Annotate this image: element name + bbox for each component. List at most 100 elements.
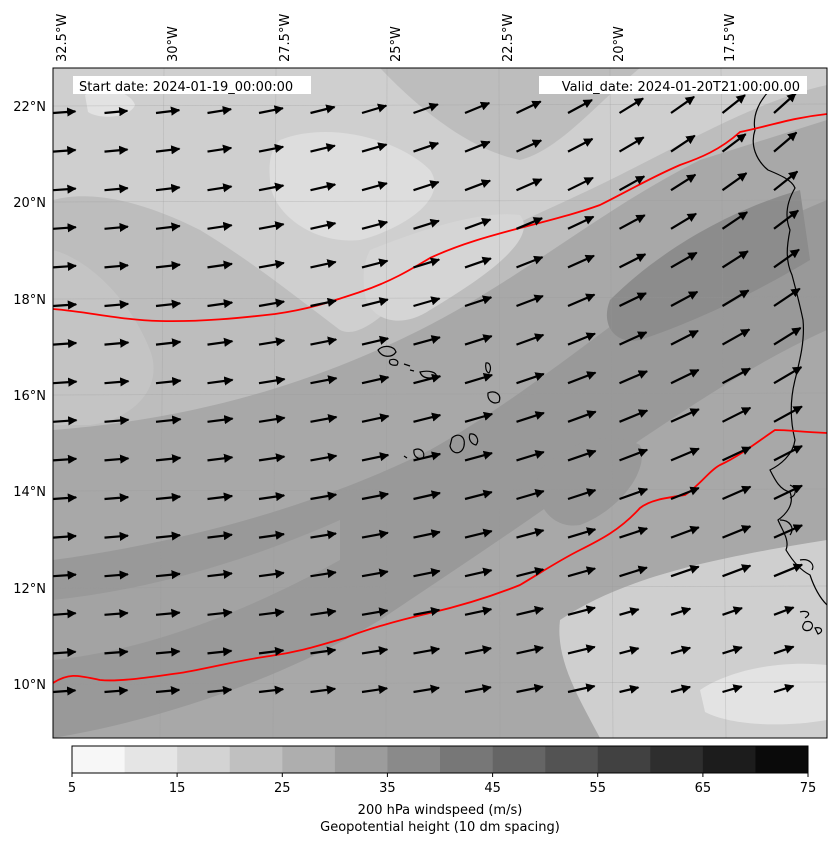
lat-tick-label: 14°N [13, 485, 46, 500]
lat-tick-label: 22°N [13, 100, 46, 115]
wind-vector-arrow [567, 371, 597, 385]
lon-tick-label: 20°W [612, 26, 627, 62]
wind-vector-arrow [773, 326, 802, 346]
wind-vector-arrow [310, 413, 338, 424]
windspeed-core [606, 190, 810, 341]
wind-vector-arrow [155, 376, 182, 387]
wind-vector-arrow [567, 683, 596, 694]
colorbar-segment [755, 746, 809, 773]
wind-vector-arrow [516, 139, 543, 153]
wind-vector-arrow [258, 453, 286, 463]
wind-vector-arrow [310, 685, 337, 695]
wind-vector-arrow [670, 447, 700, 462]
windspeed-light-north [53, 68, 827, 332]
wind-vector-arrow [361, 335, 389, 346]
geopotential-contour-south [53, 429, 827, 684]
wind-vector-arrow [721, 289, 750, 307]
wind-vector-arrow [361, 607, 389, 617]
wind-vector-arrow [721, 94, 746, 114]
wind-vector-arrow [464, 411, 494, 423]
wind-vector-arrow [567, 293, 596, 308]
wind-vector-arrow [310, 530, 337, 540]
wind-vector-arrow [464, 567, 493, 578]
wind-vector-arrow [773, 366, 803, 385]
start-date-box [73, 76, 311, 94]
wind-vector-arrow [155, 106, 181, 116]
lon-tick-label: 27.5°W [278, 14, 293, 62]
wind-vector-arrow [361, 684, 389, 695]
wind-vector-arrow [722, 564, 752, 578]
wind-vector-arrow [464, 372, 493, 385]
wind-vector-arrow [361, 374, 390, 385]
wind-vector-arrow [53, 493, 78, 503]
wind-vector-arrow [310, 259, 337, 269]
wind-vector-arrow [207, 608, 233, 618]
wind-vector-arrow [104, 454, 130, 464]
wind-vector-arrow [53, 223, 77, 233]
wind-vector-arrow [413, 141, 440, 153]
wind-vector-arrow [670, 645, 692, 655]
colorbar-segment [702, 746, 756, 773]
wind-vector-arrow [361, 490, 390, 501]
wind-vector-arrow [310, 143, 336, 153]
wind-vector-arrow [516, 178, 543, 192]
wind-vector-arrow [619, 253, 647, 269]
wind-vector-arrow [310, 491, 338, 501]
colorbar-tick-labels: 5 15 25 35 45 55 65 75 [68, 773, 816, 796]
wind-vector-arrow [155, 145, 181, 155]
wind-vector-arrow [464, 645, 493, 655]
wind-vector-arrow [773, 683, 795, 694]
wind-vector-arrow [361, 568, 389, 578]
wind-vector-arrow [155, 338, 182, 348]
wind-vector-arrow [670, 525, 700, 539]
wind-vector-arrow [516, 644, 544, 655]
lat-tick-label: 16°N [13, 389, 46, 404]
wind-vector-arrow [258, 530, 285, 540]
wind-vector-arrow [310, 607, 337, 617]
wind-vector-arrow [413, 218, 440, 230]
wind-vector-arrow [773, 209, 799, 230]
wind-vector-arrow [53, 416, 78, 426]
wind-vector-arrow [619, 331, 648, 346]
wind-vector-arrow [464, 101, 491, 115]
map-border [52, 67, 828, 739]
wind-vector-arrow [567, 605, 596, 616]
wind-vector-arrow [721, 133, 747, 153]
contour-legend-label: Geopotential height (10 dm spacing) [320, 820, 560, 835]
longitude-tick-labels: 32.5°W 30°W 27.5°W 25°W 22.5°W 20°W 17.5… [55, 14, 738, 62]
wind-vector-arrow [258, 337, 286, 347]
wind-vector-arrow [207, 376, 234, 386]
wind-vector-arrow [618, 136, 645, 153]
colorbar-border [71, 745, 809, 774]
colorbar-tick-label: 55 [589, 781, 606, 796]
wind-vector-arrow [721, 211, 748, 230]
africa-coastline [752, 89, 827, 606]
wind-vector-arrow [516, 566, 545, 578]
wind-vector-arrow [53, 338, 78, 349]
wind-vector-arrow [773, 524, 803, 539]
wind-vector-arrow [670, 212, 697, 230]
windspeed-lightest-north [269, 131, 435, 241]
wind-vector-arrow [722, 406, 752, 423]
wind-vector-arrow [53, 184, 77, 194]
colorbar-segment [492, 746, 546, 773]
wind-vector-arrow [310, 336, 338, 346]
wind-vector-arrow [464, 218, 492, 230]
wind-vector-arrow [310, 452, 338, 462]
wind-vector-arrow [258, 492, 286, 502]
wind-vector-arrow [619, 448, 649, 462]
wind-vector-arrow [361, 181, 388, 192]
wind-vector-arrow [464, 684, 492, 694]
wind-vector-arrow [258, 569, 285, 579]
wind-vector-arrow [722, 606, 743, 616]
colorbar-segment [387, 746, 441, 773]
lon-tick-label: 22.5°W [501, 14, 516, 62]
colorbar-segment [282, 746, 336, 773]
wind-vector-arrow [413, 335, 441, 346]
wind-vector-arrow [413, 684, 440, 694]
wind-vector-arrow [516, 488, 545, 501]
geopotential-contour-north [53, 113, 827, 323]
wind-vector-arrow [207, 144, 233, 154]
wind-vector-arrow [310, 297, 337, 308]
wind-vector-arrow [413, 412, 442, 423]
